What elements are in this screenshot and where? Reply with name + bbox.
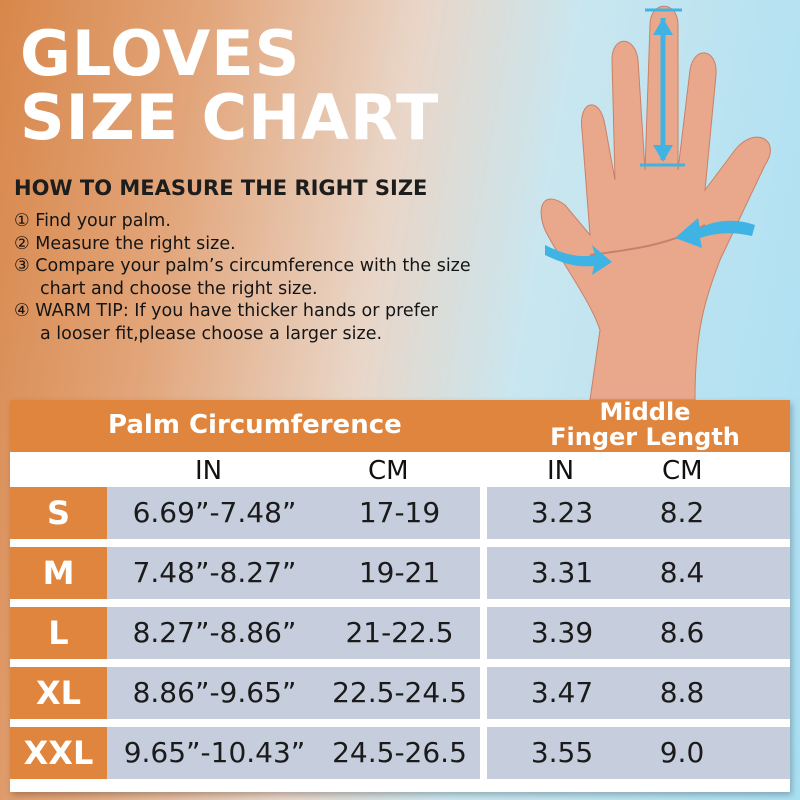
- finger-cm: 8.4: [659, 556, 705, 589]
- unit-palm-in: IN: [195, 456, 223, 486]
- finger-in: 3.31: [530, 556, 594, 589]
- unit-finger-cm: CM: [662, 456, 703, 486]
- size-label: XL: [10, 667, 107, 719]
- finger-in: 3.55: [530, 736, 594, 769]
- table-row: XXL 9.65”-10.43” 24.5-26.5 3.55 9.0: [10, 727, 790, 779]
- size-label: XXL: [10, 727, 107, 779]
- page-title: GLOVES SIZE CHART: [20, 17, 440, 154]
- finger-cell: 3.55 9.0: [487, 727, 790, 779]
- finger-arrowhead-bottom-icon: [653, 145, 673, 162]
- table-row: XL 8.86”-9.65” 22.5-24.5 3.47 8.8: [10, 667, 790, 719]
- measure-heading: HOW TO MEASURE THE RIGHT SIZE: [14, 176, 428, 200]
- palm-cm: 22.5-24.5: [332, 676, 467, 709]
- size-label: S: [10, 487, 107, 539]
- palm-in: 7.48”-8.27”: [132, 556, 297, 589]
- table-row: S 6.69”-7.48” 17-19 3.23 8.2: [10, 487, 790, 539]
- step-4-cont: a looser fit,please choose a larger size…: [40, 323, 383, 344]
- step-2: ② Measure the right size.: [14, 233, 236, 254]
- palm-cell: 8.27”-8.86” 21-22.5: [107, 607, 480, 659]
- palm-in: 9.65”-10.43”: [123, 736, 306, 769]
- table-row: L 8.27”-8.86” 21-22.5 3.39 8.6: [10, 607, 790, 659]
- step-1: ① Find your palm.: [14, 211, 171, 231]
- hand-illustration: [540, 5, 771, 400]
- table-header: Palm Circumference Middle Finger Length: [10, 400, 790, 452]
- finger-cm: 8.6: [659, 616, 705, 649]
- finger-cell: 3.31 8.4: [487, 547, 790, 599]
- step-3-cont: chart and choose the right size.: [40, 278, 318, 299]
- palm-in: 8.86”-9.65”: [132, 676, 297, 709]
- finger-in: 3.39: [530, 616, 594, 649]
- finger-cm: 8.2: [659, 496, 705, 529]
- finger-cell: 3.23 8.2: [487, 487, 790, 539]
- finger-cm: 9.0: [659, 736, 705, 769]
- finger-cell: 3.39 8.6: [487, 607, 790, 659]
- unit-finger-in: IN: [547, 456, 575, 486]
- steps-list: ① Find your palm. ② Measure the right si…: [14, 210, 471, 345]
- palm-cell: 6.69”-7.48” 17-19: [107, 487, 480, 539]
- palm-arrow-left-icon: [545, 245, 612, 275]
- finger-cell: 3.47 8.8: [487, 667, 790, 719]
- size-label: L: [10, 607, 107, 659]
- hand-shape: [540, 5, 771, 400]
- size-table: Palm Circumference Middle Finger Length …: [10, 400, 790, 792]
- palm-cell: 9.65”-10.43” 24.5-26.5: [107, 727, 480, 779]
- table-row: M 7.48”-8.27” 19-21 3.31 8.4: [10, 547, 790, 599]
- unit-palm-cm: CM: [368, 456, 409, 486]
- palm-cell: 8.86”-9.65” 22.5-24.5: [107, 667, 480, 719]
- finger-in: 3.47: [530, 676, 594, 709]
- palm-header: Palm Circumference: [108, 410, 402, 440]
- palm-arrow-right-icon: [675, 218, 755, 248]
- finger-cm: 8.8: [659, 676, 705, 709]
- palm-cell: 7.48”-8.27” 19-21: [107, 547, 480, 599]
- palm-cm: 21-22.5: [345, 616, 454, 649]
- size-label: M: [10, 547, 107, 599]
- step-3: ③ Compare your palm’s circumference with…: [14, 256, 471, 276]
- palm-in: 8.27”-8.86”: [132, 616, 297, 649]
- step-4: ④ WARM TIP: If you have thicker hands or…: [14, 301, 438, 321]
- palm-cm: 17-19: [358, 496, 441, 529]
- palm-cm: 24.5-26.5: [332, 736, 467, 769]
- palm-in: 6.69”-7.48”: [132, 496, 297, 529]
- finger-header: Middle Finger Length: [550, 398, 740, 451]
- finger-in: 3.23: [530, 496, 594, 529]
- palm-cm: 19-21: [358, 556, 441, 589]
- finger-arrowhead-top-icon: [653, 18, 673, 35]
